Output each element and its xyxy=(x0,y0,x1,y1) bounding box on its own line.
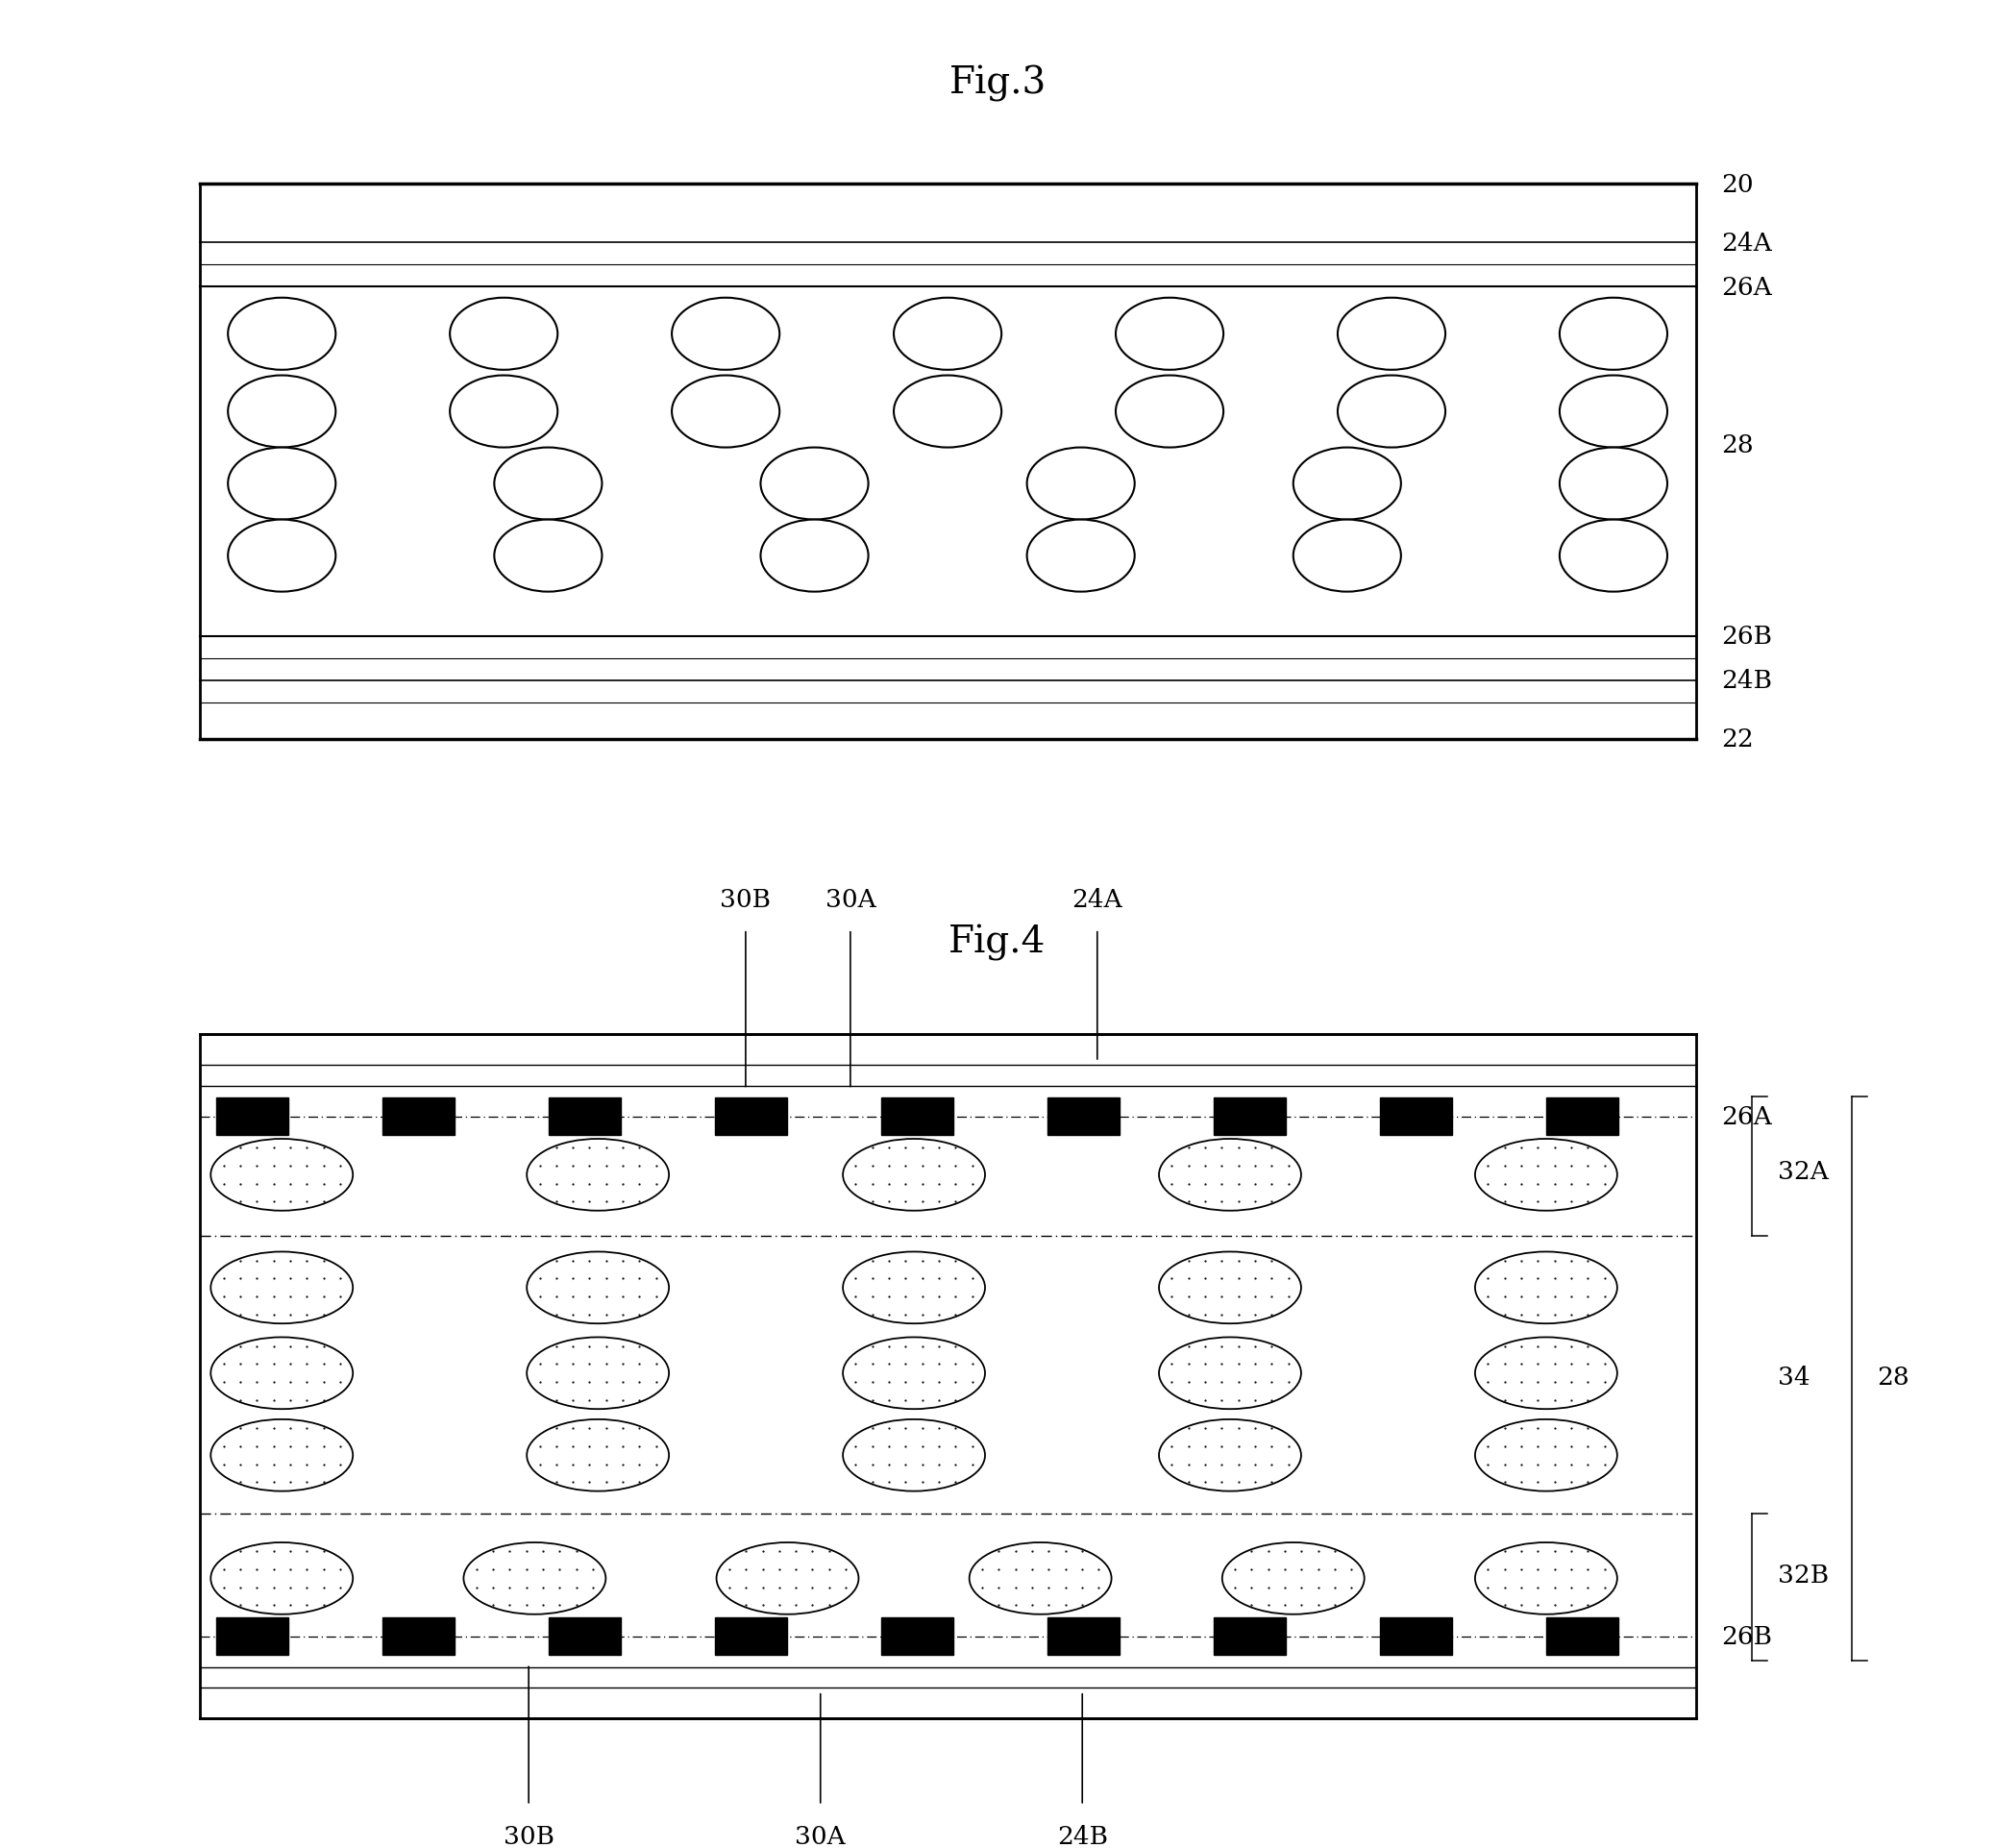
Text: 26B: 26B xyxy=(1722,625,1774,649)
Ellipse shape xyxy=(1474,1138,1618,1210)
Ellipse shape xyxy=(1474,1338,1618,1410)
Text: 28: 28 xyxy=(1722,434,1754,456)
Ellipse shape xyxy=(894,377,1001,449)
Ellipse shape xyxy=(227,299,335,371)
Bar xyxy=(1381,1617,1452,1656)
Ellipse shape xyxy=(970,1543,1111,1615)
Bar xyxy=(1381,1098,1452,1137)
Ellipse shape xyxy=(527,1138,668,1210)
Ellipse shape xyxy=(842,1251,986,1323)
Text: 30B: 30B xyxy=(503,1824,555,1848)
Bar xyxy=(882,1098,954,1137)
Ellipse shape xyxy=(211,1543,353,1615)
Ellipse shape xyxy=(227,377,335,449)
Text: 26B: 26B xyxy=(1722,1624,1774,1648)
Text: 26A: 26A xyxy=(1722,1105,1772,1129)
Bar xyxy=(215,1617,287,1656)
Ellipse shape xyxy=(894,299,1001,371)
Bar xyxy=(215,1098,287,1137)
Ellipse shape xyxy=(672,377,780,449)
Ellipse shape xyxy=(1474,1543,1618,1615)
Bar xyxy=(714,1617,786,1656)
Ellipse shape xyxy=(716,1543,858,1615)
Ellipse shape xyxy=(463,1543,606,1615)
Ellipse shape xyxy=(1337,299,1444,371)
Ellipse shape xyxy=(1115,299,1223,371)
Bar xyxy=(1047,1098,1119,1137)
Text: 32B: 32B xyxy=(1778,1563,1829,1587)
Ellipse shape xyxy=(672,299,780,371)
Ellipse shape xyxy=(1560,377,1668,449)
Text: 28: 28 xyxy=(1877,1366,1909,1388)
Ellipse shape xyxy=(211,1338,353,1410)
Ellipse shape xyxy=(527,1251,668,1323)
Ellipse shape xyxy=(1293,449,1400,521)
Ellipse shape xyxy=(495,449,602,521)
Ellipse shape xyxy=(842,1338,986,1410)
Bar xyxy=(549,1617,620,1656)
Bar xyxy=(882,1617,954,1656)
Ellipse shape xyxy=(1223,1543,1365,1615)
Ellipse shape xyxy=(1159,1138,1301,1210)
Text: 22: 22 xyxy=(1722,728,1754,750)
Ellipse shape xyxy=(449,377,559,449)
Ellipse shape xyxy=(495,521,602,593)
Text: Fig.4: Fig.4 xyxy=(950,924,1045,961)
Bar xyxy=(714,1098,786,1137)
Bar xyxy=(1546,1617,1618,1656)
Bar xyxy=(1213,1098,1285,1137)
Text: 30A: 30A xyxy=(826,887,876,911)
Ellipse shape xyxy=(1027,449,1135,521)
Text: 24B: 24B xyxy=(1057,1824,1107,1848)
Ellipse shape xyxy=(1560,449,1668,521)
Ellipse shape xyxy=(1115,377,1223,449)
Ellipse shape xyxy=(527,1338,668,1410)
Ellipse shape xyxy=(1159,1419,1301,1491)
Bar xyxy=(1047,1617,1119,1656)
Text: 30A: 30A xyxy=(796,1824,846,1848)
Text: 32A: 32A xyxy=(1778,1161,1827,1183)
Ellipse shape xyxy=(760,521,868,593)
Ellipse shape xyxy=(227,449,335,521)
Text: Fig.3: Fig.3 xyxy=(950,65,1045,102)
Ellipse shape xyxy=(1474,1419,1618,1491)
Ellipse shape xyxy=(842,1419,986,1491)
Text: 34: 34 xyxy=(1778,1366,1809,1388)
Ellipse shape xyxy=(1474,1251,1618,1323)
Bar xyxy=(383,1098,455,1137)
Text: 24B: 24B xyxy=(1722,669,1774,693)
Ellipse shape xyxy=(449,299,559,371)
Ellipse shape xyxy=(527,1419,668,1491)
Bar xyxy=(1546,1098,1618,1137)
Ellipse shape xyxy=(227,521,335,593)
Ellipse shape xyxy=(760,449,868,521)
Text: 24A: 24A xyxy=(1722,231,1772,255)
Ellipse shape xyxy=(1027,521,1135,593)
Ellipse shape xyxy=(211,1138,353,1210)
Ellipse shape xyxy=(1293,521,1400,593)
Ellipse shape xyxy=(1337,377,1444,449)
Ellipse shape xyxy=(1560,521,1668,593)
Bar xyxy=(1213,1617,1285,1656)
Ellipse shape xyxy=(211,1419,353,1491)
Ellipse shape xyxy=(842,1138,986,1210)
Text: 26A: 26A xyxy=(1722,275,1772,299)
Ellipse shape xyxy=(1159,1251,1301,1323)
Text: 24A: 24A xyxy=(1071,887,1123,911)
Ellipse shape xyxy=(1159,1338,1301,1410)
Bar xyxy=(549,1098,620,1137)
Text: 20: 20 xyxy=(1722,174,1754,196)
Bar xyxy=(200,1035,1696,1719)
Bar xyxy=(383,1617,455,1656)
Bar xyxy=(200,185,1696,739)
Text: 30B: 30B xyxy=(720,887,772,911)
Ellipse shape xyxy=(211,1251,353,1323)
Ellipse shape xyxy=(1560,299,1668,371)
